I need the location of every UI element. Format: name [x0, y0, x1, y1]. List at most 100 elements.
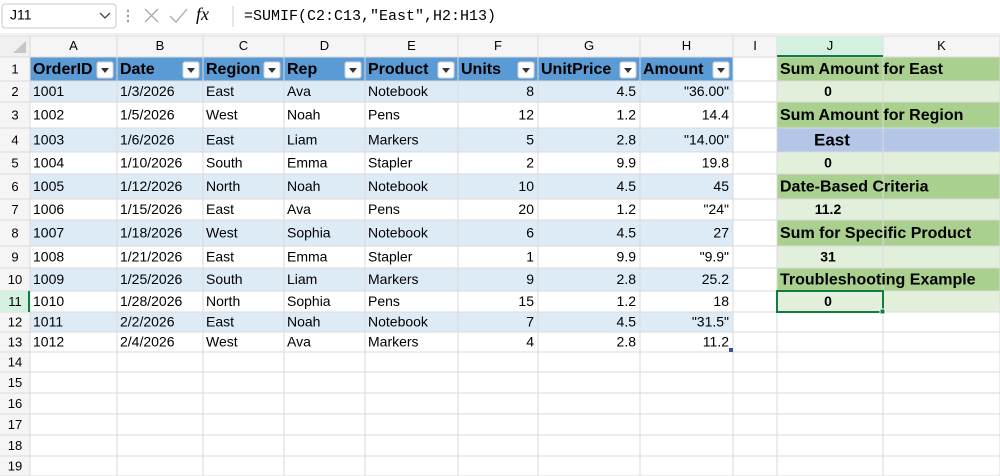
- summary-criteria[interactable]: East: [814, 130, 850, 149]
- row-header[interactable]: 12: [8, 314, 22, 329]
- cell[interactable]: Emma: [287, 155, 328, 171]
- cell[interactable]: 11.2: [703, 334, 729, 350]
- row-header[interactable]: 13: [8, 334, 22, 349]
- cell[interactable]: Notebook: [368, 178, 429, 194]
- fill-handle[interactable]: [879, 308, 886, 315]
- cell[interactable]: 9.9: [617, 249, 637, 265]
- cell[interactable]: 25.2: [702, 271, 729, 287]
- cell[interactable]: 1001: [33, 83, 64, 99]
- cell[interactable]: "24": [703, 201, 729, 217]
- cell[interactable]: Notebook: [368, 225, 429, 241]
- row-header[interactable]: 9: [11, 249, 18, 264]
- cancel-icon[interactable]: [144, 8, 159, 23]
- cell[interactable]: 4.5: [617, 83, 637, 99]
- summary-value[interactable]: 11.2: [815, 201, 842, 217]
- cell[interactable]: 2.8: [617, 271, 637, 287]
- cell[interactable]: South: [206, 155, 243, 171]
- row-header[interactable]: 2: [11, 84, 18, 99]
- row-header[interactable]: 14: [8, 354, 22, 369]
- cell[interactable]: Ava: [287, 83, 311, 99]
- column-header[interactable]: C: [239, 38, 248, 53]
- row-header[interactable]: 19: [8, 458, 22, 473]
- cell[interactable]: 9: [526, 271, 534, 287]
- row-header[interactable]: 3: [11, 107, 18, 122]
- row-header[interactable]: 18: [8, 438, 22, 453]
- cell[interactable]: Ava: [287, 201, 311, 217]
- filter-arrow[interactable]: [187, 68, 195, 73]
- row-header[interactable]: 5: [11, 155, 18, 170]
- row-header[interactable]: 6: [11, 179, 18, 194]
- cell[interactable]: 7: [526, 314, 534, 330]
- filter-arrow[interactable]: [442, 68, 450, 73]
- summary-header[interactable]: Sum Amount for Region: [780, 107, 963, 124]
- summary-header[interactable]: Date-Based Criteria: [780, 179, 929, 196]
- cell[interactable]: Notebook: [368, 83, 429, 99]
- cell[interactable]: Liam: [287, 271, 317, 287]
- cell[interactable]: 1.2: [617, 107, 637, 123]
- summary-value[interactable]: 31: [820, 249, 836, 265]
- filter-arrow[interactable]: [624, 68, 632, 73]
- filter-arrow[interactable]: [717, 68, 725, 73]
- cell[interactable]: North: [206, 178, 240, 194]
- cell[interactable]: 1/10/2026: [120, 155, 182, 171]
- cell[interactable]: Stapler: [368, 155, 413, 171]
- cell[interactable]: 9.9: [617, 155, 637, 171]
- cell[interactable]: 15: [518, 293, 534, 309]
- filter-arrow[interactable]: [101, 68, 109, 73]
- column-header[interactable]: A: [69, 38, 78, 53]
- row-header[interactable]: 1: [11, 61, 18, 76]
- cell[interactable]: West: [206, 107, 238, 123]
- cell[interactable]: East: [206, 314, 234, 330]
- cell[interactable]: 14.4: [702, 107, 729, 123]
- cell[interactable]: 2.8: [617, 334, 637, 350]
- row-header[interactable]: 16: [8, 396, 22, 411]
- cell[interactable]: 5: [526, 132, 534, 148]
- row-header[interactable]: 15: [8, 375, 22, 390]
- summary-header[interactable]: Sum for Specific Product: [780, 225, 972, 242]
- cell[interactable]: 4.5: [617, 225, 637, 241]
- cell[interactable]: 1/15/2026: [120, 201, 182, 217]
- cell[interactable]: "9.9": [700, 249, 729, 265]
- cell[interactable]: East: [206, 83, 234, 99]
- column-header[interactable]: F: [494, 38, 502, 53]
- cell[interactable]: Markers: [368, 132, 419, 148]
- cell[interactable]: 1/25/2026: [120, 271, 182, 287]
- cell[interactable]: 18: [713, 293, 729, 309]
- cell[interactable]: 1.2: [617, 293, 637, 309]
- cell[interactable]: 1: [526, 249, 534, 265]
- name-box-arrow[interactable]: [99, 12, 111, 19]
- cell[interactable]: 6: [526, 225, 534, 241]
- cell[interactable]: 1/3/2026: [120, 83, 175, 99]
- cell[interactable]: 2/4/2026: [120, 334, 175, 350]
- cell[interactable]: Sophia: [287, 293, 331, 309]
- cell[interactable]: Noah: [287, 178, 320, 194]
- cell[interactable]: Liam: [287, 132, 317, 148]
- cell[interactable]: 1006: [33, 201, 64, 217]
- cell[interactable]: "31.5": [692, 314, 729, 330]
- cell[interactable]: 12: [518, 107, 534, 123]
- summary-header[interactable]: Troubleshooting Example: [780, 272, 976, 289]
- row-header[interactable]: 17: [8, 417, 22, 432]
- cell[interactable]: 4.5: [617, 178, 637, 194]
- row-header[interactable]: 8: [11, 225, 18, 240]
- column-header[interactable]: K: [937, 38, 946, 53]
- summary-value[interactable]: 0: [824, 293, 832, 309]
- cell[interactable]: Notebook: [368, 314, 429, 330]
- summary-header[interactable]: Sum Amount for East: [780, 61, 944, 78]
- cell[interactable]: West: [206, 225, 238, 241]
- cell[interactable]: Sophia: [287, 225, 331, 241]
- cell[interactable]: 1011: [33, 314, 63, 330]
- cell[interactable]: Markers: [368, 334, 419, 350]
- name-box[interactable]: [1, 3, 117, 29]
- cell[interactable]: 19.8: [702, 155, 729, 171]
- cell[interactable]: 1002: [33, 107, 64, 123]
- row-header[interactable]: 11: [8, 294, 22, 309]
- cell[interactable]: East: [206, 249, 234, 265]
- cell[interactable]: 8: [526, 83, 534, 99]
- cell[interactable]: Pens: [368, 293, 400, 309]
- cell[interactable]: 1/18/2026: [120, 225, 182, 241]
- cell[interactable]: East: [206, 201, 234, 217]
- summary-value[interactable]: 0: [824, 83, 832, 99]
- cell[interactable]: 1007: [33, 225, 64, 241]
- cell[interactable]: 1/28/2026: [120, 293, 182, 309]
